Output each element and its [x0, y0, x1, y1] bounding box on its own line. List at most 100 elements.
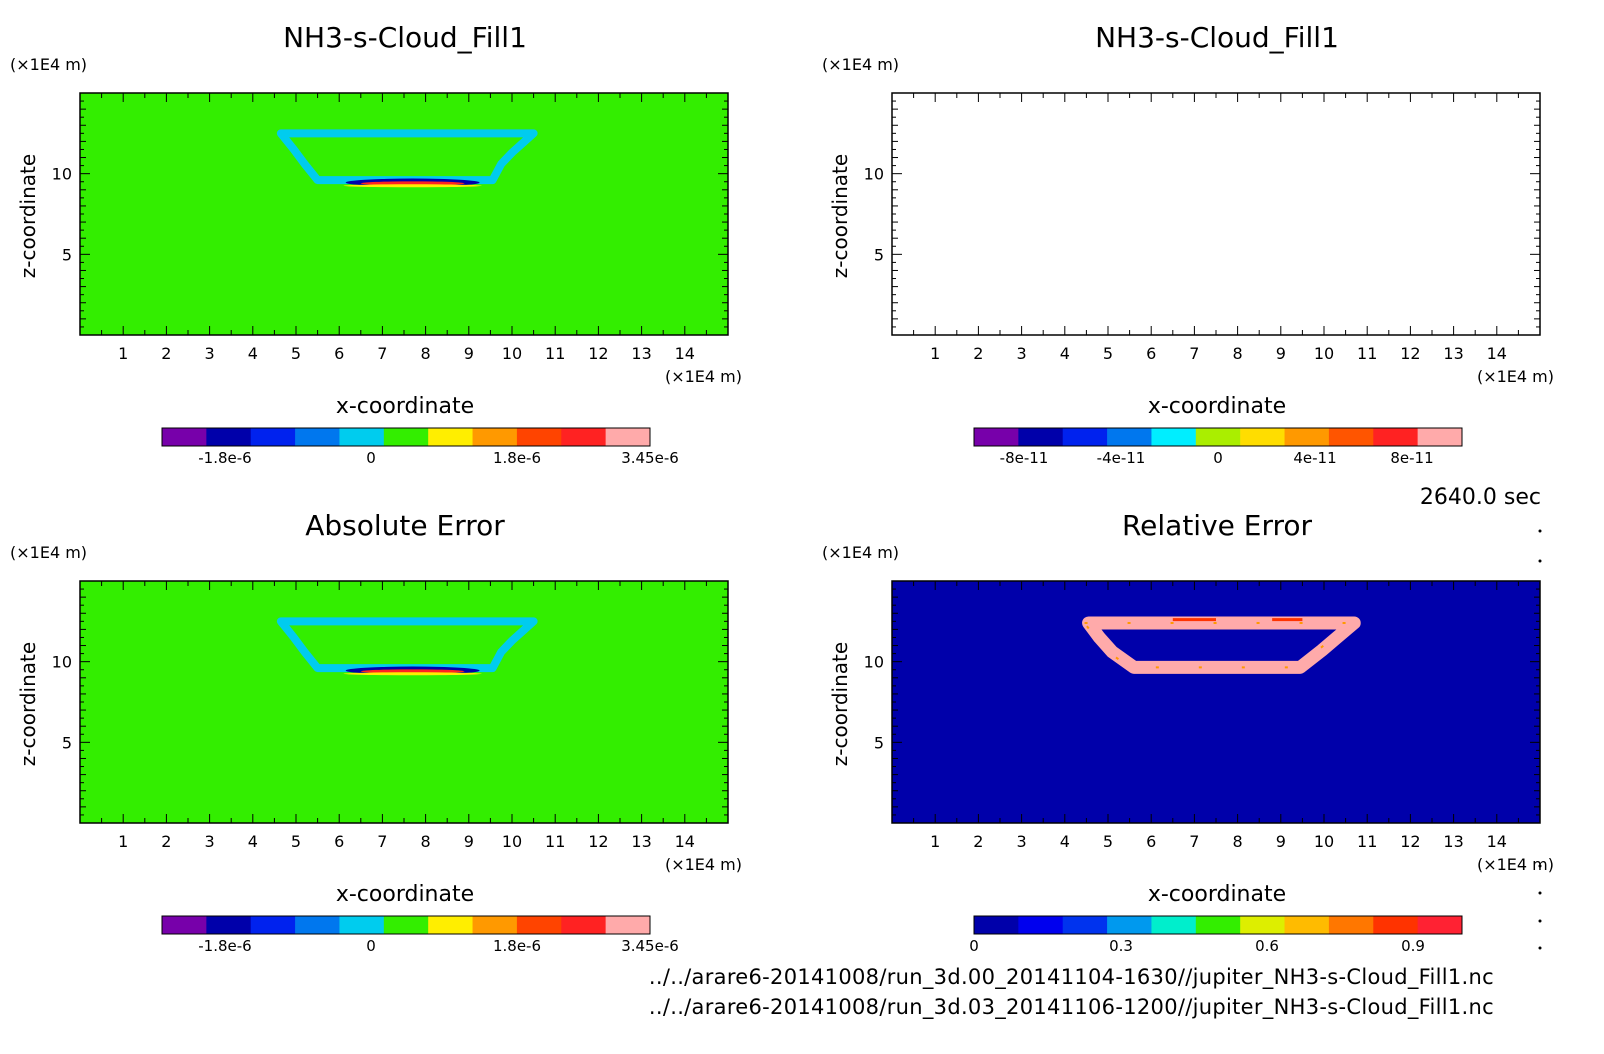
x-tick-label: 14 [1487, 832, 1507, 851]
x-tick-label: 14 [675, 344, 695, 363]
x-axis-label: x-coordinate [336, 882, 474, 907]
x-tick-label: 5 [291, 344, 301, 363]
margin-dot [1538, 559, 1542, 563]
x-tick-label: 8 [1233, 344, 1243, 363]
x-tick-label: 6 [1146, 344, 1156, 363]
colorbar-swatch [974, 428, 1019, 446]
colorbar-tick-label: 0 [1213, 449, 1223, 467]
y-tick-label: 5 [62, 245, 72, 264]
colorbar-swatch [339, 916, 385, 934]
x-tick-label: 7 [1189, 344, 1199, 363]
colorbar-swatch [162, 428, 207, 446]
x-tick-label: 6 [334, 832, 344, 851]
x-tick-label: 1 [118, 344, 128, 363]
chart-panel-1: NH3-s-Cloud_Fill1(×1E4 m)1 2 3 4 5 6 7 8 9 10 11 12… [10, 21, 742, 467]
x-tick-label: 3 [1017, 832, 1027, 851]
x-tick-label: 3 [205, 344, 215, 363]
x-tick-label: 7 [377, 832, 387, 851]
y-tick-label: 5 [62, 733, 72, 752]
y-tick-label: 10 [864, 653, 884, 672]
colorbar-tick-label: 0 [366, 937, 376, 955]
x-tick-label: 7 [377, 344, 387, 363]
x-tick-label: 8 [1233, 832, 1243, 851]
colorbar-swatch [383, 428, 429, 446]
error-ring-spot [1272, 618, 1303, 622]
margin-dot [1538, 864, 1542, 868]
colorbar-tick-label: -1.8e-6 [198, 449, 251, 467]
colorbar-swatch [561, 916, 607, 934]
y-tick-label: 5 [874, 733, 884, 752]
colorbar-swatch [383, 916, 429, 934]
colorbar-tick-label: 4e-11 [1293, 449, 1336, 467]
y-tick-label: 10 [52, 165, 72, 184]
x-tick-label: 5 [291, 832, 301, 851]
x-tick-label: 13 [1443, 344, 1463, 363]
band-positive [360, 669, 465, 674]
margin-dot [1538, 946, 1542, 950]
band-positive [360, 181, 465, 186]
x-tick-label: 4 [248, 832, 258, 851]
colorbar-swatch [1373, 916, 1419, 934]
colorbar-frame [161, 427, 651, 447]
colorbar-swatch [1107, 428, 1152, 446]
x-tick-label: 13 [1443, 832, 1463, 851]
colorbar-swatch [206, 916, 252, 934]
x-tick-label: 7 [1189, 832, 1199, 851]
colorbar-swatch [1107, 916, 1152, 934]
colorbar-tick-label: 0.9 [1401, 937, 1425, 955]
error-ring-spot [1172, 618, 1216, 622]
x-tick-label: 11 [545, 832, 565, 851]
colorbar-tick-label: -8e-11 [1000, 449, 1049, 467]
x-tick-label: 12 [588, 344, 608, 363]
colorbar-swatch [250, 428, 296, 446]
colorbar-tick-label: -4e-11 [1097, 449, 1146, 467]
colorbar-frame [973, 915, 1463, 935]
x-tick-label: 8 [421, 344, 431, 363]
colorbar-swatch [206, 428, 252, 446]
colorbar-tick-label: 1.8e-6 [493, 449, 541, 467]
chart-title: Absolute Error [305, 509, 505, 542]
colorbar-swatch [1240, 428, 1286, 446]
x-tick-label: 9 [1276, 832, 1286, 851]
x-tick-label: 11 [545, 344, 565, 363]
x-tick-label: 13 [631, 832, 651, 851]
x-tick-label: 10 [1314, 832, 1334, 851]
colorbar-swatch [1328, 916, 1374, 934]
cloud-ring [276, 129, 538, 185]
file-path-1: ../../arare6-20141008/run_3d.00_20141104… [648, 965, 1494, 989]
colorbar-swatch [428, 916, 474, 934]
colorbar-swatch [1151, 428, 1197, 446]
colorbar-swatch [339, 428, 385, 446]
x-tick-label: 1 [930, 344, 940, 363]
x-tick-label: 12 [588, 832, 608, 851]
y-unit-label: (×1E4 m) [822, 55, 899, 74]
margin-dot [1538, 529, 1542, 533]
colorbar-swatch [605, 916, 651, 934]
x-tick-label: 12 [1400, 832, 1420, 851]
y-unit-label: (×1E4 m) [822, 543, 899, 562]
y-unit-label: (×1E4 m) [10, 543, 87, 562]
colorbar-swatch [1417, 916, 1463, 934]
y-axis-label: z-coordinate [828, 642, 852, 766]
colorbar-swatch [1018, 916, 1064, 934]
x-tick-label: 1 [118, 832, 128, 851]
colorbar-swatch [1195, 916, 1241, 934]
x-axis-label: x-coordinate [1148, 882, 1286, 907]
colorbar-swatch [561, 428, 607, 446]
colorbar-swatch [1062, 428, 1108, 446]
y-axis-label: z-coordinate [16, 154, 40, 278]
plot-background [892, 93, 1540, 335]
cloud-ring [276, 617, 538, 673]
x-axis-label: x-coordinate [336, 394, 474, 419]
x-tick-label: 12 [1400, 344, 1420, 363]
chart-panel-2: NH3-s-Cloud_Fill1(×1E4 m)1 2 3 4 5 6 7 8 9 10 11 12… [822, 21, 1554, 467]
colorbar-swatch [1328, 428, 1374, 446]
y-tick-label: 10 [52, 653, 72, 672]
x-unit-label: (×1E4 m) [1477, 855, 1554, 874]
colorbar-swatch [428, 428, 474, 446]
colorbar-swatch [472, 916, 518, 934]
colorbar-swatch [1195, 428, 1241, 446]
x-tick-label: 6 [1146, 832, 1156, 851]
x-axis-label: x-coordinate [1148, 394, 1286, 419]
